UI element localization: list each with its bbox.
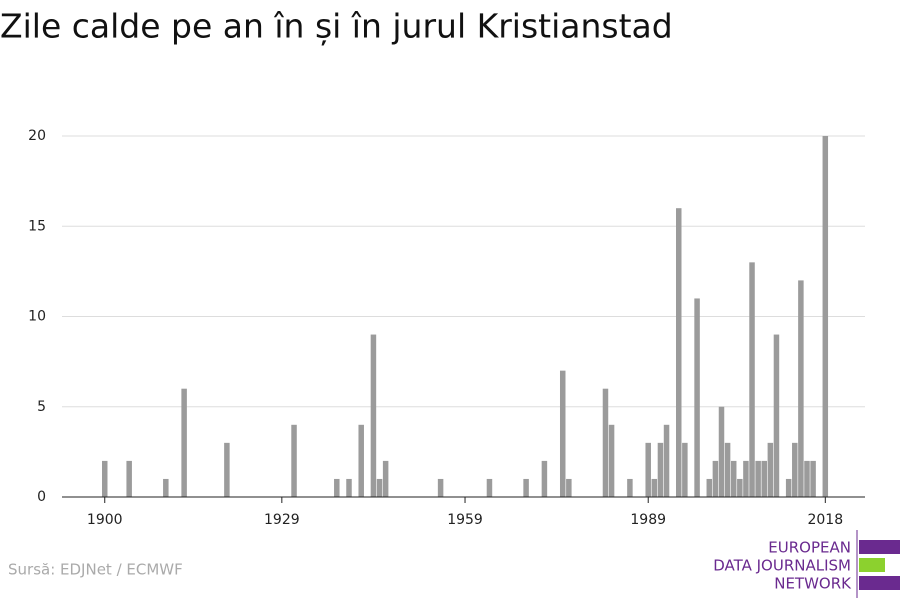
y-tick-label: 20 [28, 128, 46, 144]
bar [163, 478, 169, 497]
bar [663, 424, 670, 497]
bar [694, 298, 700, 497]
bar [798, 280, 804, 497]
bar [101, 460, 108, 497]
bar [743, 460, 749, 497]
y-tick-label: 0 [37, 489, 46, 505]
bar [718, 406, 725, 497]
logo-bar [859, 540, 900, 554]
x-tick-label: 1959 [447, 512, 483, 528]
bar [358, 424, 364, 497]
bar [559, 370, 566, 497]
bar [810, 460, 816, 497]
y-tick-label: 15 [28, 218, 46, 234]
bar [822, 136, 829, 497]
bar [376, 478, 383, 497]
bar [437, 478, 444, 497]
bar [291, 424, 297, 497]
bar [181, 388, 187, 497]
bar [792, 442, 798, 497]
x-tick-label: 2018 [807, 512, 843, 528]
x-tick-label: 1900 [87, 512, 123, 528]
logo-text: EUROPEAN [768, 539, 851, 557]
bar [651, 478, 658, 497]
bar [767, 442, 774, 497]
bar [541, 460, 548, 497]
bar [126, 460, 132, 497]
bar [737, 478, 743, 497]
bar [724, 442, 731, 497]
x-tick-label: 1989 [630, 512, 666, 528]
y-tick-label: 10 [28, 309, 46, 325]
bar [486, 478, 493, 497]
bar [804, 460, 810, 497]
bar [334, 478, 340, 497]
y-tick-label: 5 [37, 399, 46, 415]
bar [627, 478, 633, 497]
bar [566, 478, 572, 497]
bar [682, 442, 688, 497]
logo-bar [859, 576, 900, 590]
bar [523, 478, 529, 497]
bar [730, 460, 737, 497]
x-tick-label: 1929 [264, 512, 300, 528]
bar [346, 478, 352, 497]
bar [706, 478, 713, 497]
source: Sursă: EDJNet / ECMWF [8, 561, 183, 579]
logo-text: NETWORK [774, 575, 852, 593]
logo-bar [859, 558, 885, 572]
bar [657, 442, 664, 497]
bar [370, 334, 377, 497]
bar [761, 460, 767, 497]
logo-text: DATA JOURNALISM [713, 557, 851, 575]
bar [224, 442, 230, 497]
bar [712, 460, 719, 497]
bar [645, 442, 651, 497]
bar [755, 460, 761, 497]
chart-title: Zile calde pe an în și în jurul Kristian… [0, 7, 673, 46]
bar [608, 424, 615, 497]
bar [785, 478, 792, 497]
bar [676, 208, 682, 497]
bar [749, 262, 755, 497]
bar [602, 388, 609, 497]
bar [773, 334, 780, 497]
bar [382, 460, 389, 497]
